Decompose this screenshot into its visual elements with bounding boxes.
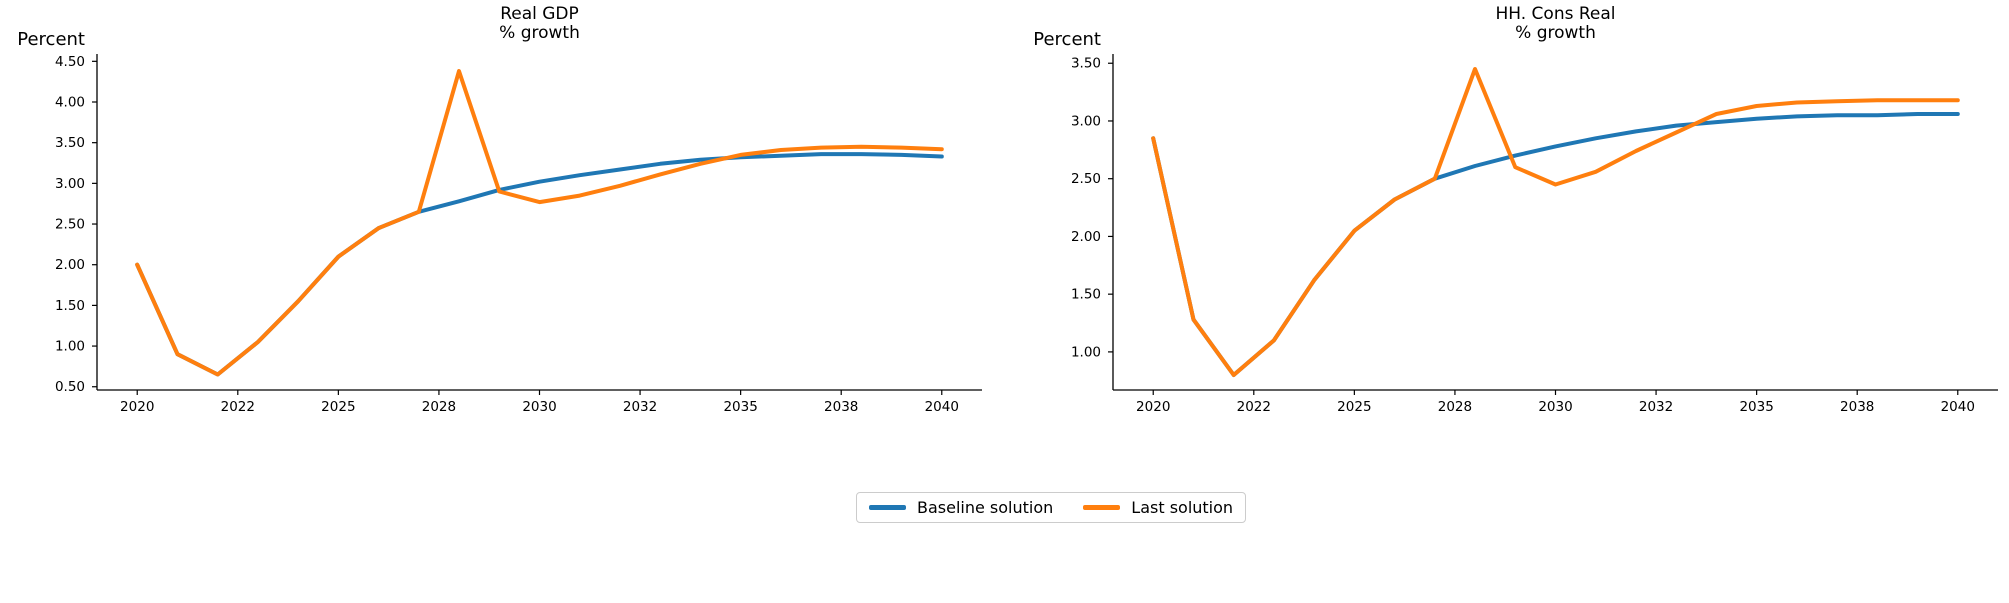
x-tick-label: 2025	[1337, 399, 1371, 415]
x-tick-label: 2038	[1840, 399, 1874, 415]
legend-label: Last solution	[1131, 498, 1234, 517]
y-tick-label: 1.00	[1071, 344, 1101, 360]
plot-area: 1.00 1.50 2.00 2.50 3.00 3.50 2020 2022 2025 2028…	[1071, 54, 1998, 415]
x-tick-label: 2020	[1136, 399, 1170, 415]
x-tick-label: 2038	[824, 399, 858, 415]
y-tick-label: 3.50	[1071, 56, 1101, 72]
y-tick-label: 2.50	[1071, 171, 1101, 187]
legend-item-last-solution: Last solution	[1083, 498, 1233, 517]
x-tick-label: 2032	[623, 399, 657, 415]
x-tick-label: 2022	[1237, 399, 1271, 415]
chart-title: Real GDP % growth	[97, 5, 982, 43]
legend-label: Baseline solution	[917, 498, 1054, 517]
y-tick-label: 3.00	[55, 176, 85, 192]
y-axis-unit-label: Percent	[17, 29, 85, 50]
y-tick-label: 0.50	[55, 379, 85, 395]
chart-title-line2: % growth	[1515, 23, 1596, 43]
y-tick-label: 1.00	[55, 339, 85, 355]
x-tick-label: 2032	[1639, 399, 1673, 415]
y-tick-label: 2.00	[55, 257, 85, 273]
series-line-last-solution	[135, 69, 944, 377]
y-tick-label: 4.50	[55, 54, 85, 70]
x-tick-label: 2035	[1739, 399, 1773, 415]
y-tick-label: 1.50	[55, 298, 85, 314]
x-tick-label: 2040	[1941, 399, 1975, 415]
x-tick-label: 2028	[1438, 399, 1472, 415]
series-line-last-solution	[1151, 67, 1960, 377]
series-line-baseline-solution	[1151, 112, 1960, 377]
x-tick-label: 2035	[723, 399, 757, 415]
last-line-swatch-icon	[1083, 505, 1121, 510]
y-tick-label: 3.00	[1071, 113, 1101, 129]
y-axis-unit-label: Percent	[1033, 29, 1101, 50]
x-tick-label: 2040	[925, 399, 959, 415]
legend: Baseline solution Last solution	[856, 492, 1247, 523]
x-tick-label: 2028	[422, 399, 456, 415]
y-tick-label: 1.50	[1071, 287, 1101, 303]
chart-title-line1: HH. Cons Real	[1495, 4, 1616, 24]
x-tick-label: 2020	[120, 399, 154, 415]
x-tick-label: 2022	[221, 399, 255, 415]
legend-item-baseline-solution: Baseline solution	[869, 498, 1053, 517]
y-tick-label: 2.50	[55, 217, 85, 233]
y-tick-label: 3.50	[55, 135, 85, 151]
chart-title-line2: % growth	[499, 23, 580, 43]
y-tick-label: 4.00	[55, 95, 85, 111]
x-tick-label: 2030	[1538, 399, 1572, 415]
chart-real-gdp: Real GDP % growth Percent 0.50 1.00 1.50 2.…	[0, 0, 1005, 470]
y-tick-label: 2.00	[1071, 229, 1101, 245]
chart-hh-cons-real: HH. Cons Real % growth Percent 1.00 1.50 2…	[1016, 0, 2009, 470]
chart-title: HH. Cons Real % growth	[1113, 5, 1998, 43]
baseline-line-swatch-icon	[869, 505, 906, 510]
plot-area: 0.50 1.00 1.50 2.00 2.50 3.00 3.50 4.00 4.50 2020…	[55, 54, 982, 415]
x-tick-label: 2030	[522, 399, 556, 415]
x-tick-label: 2025	[321, 399, 355, 415]
chart-title-line1: Real GDP	[500, 4, 579, 24]
